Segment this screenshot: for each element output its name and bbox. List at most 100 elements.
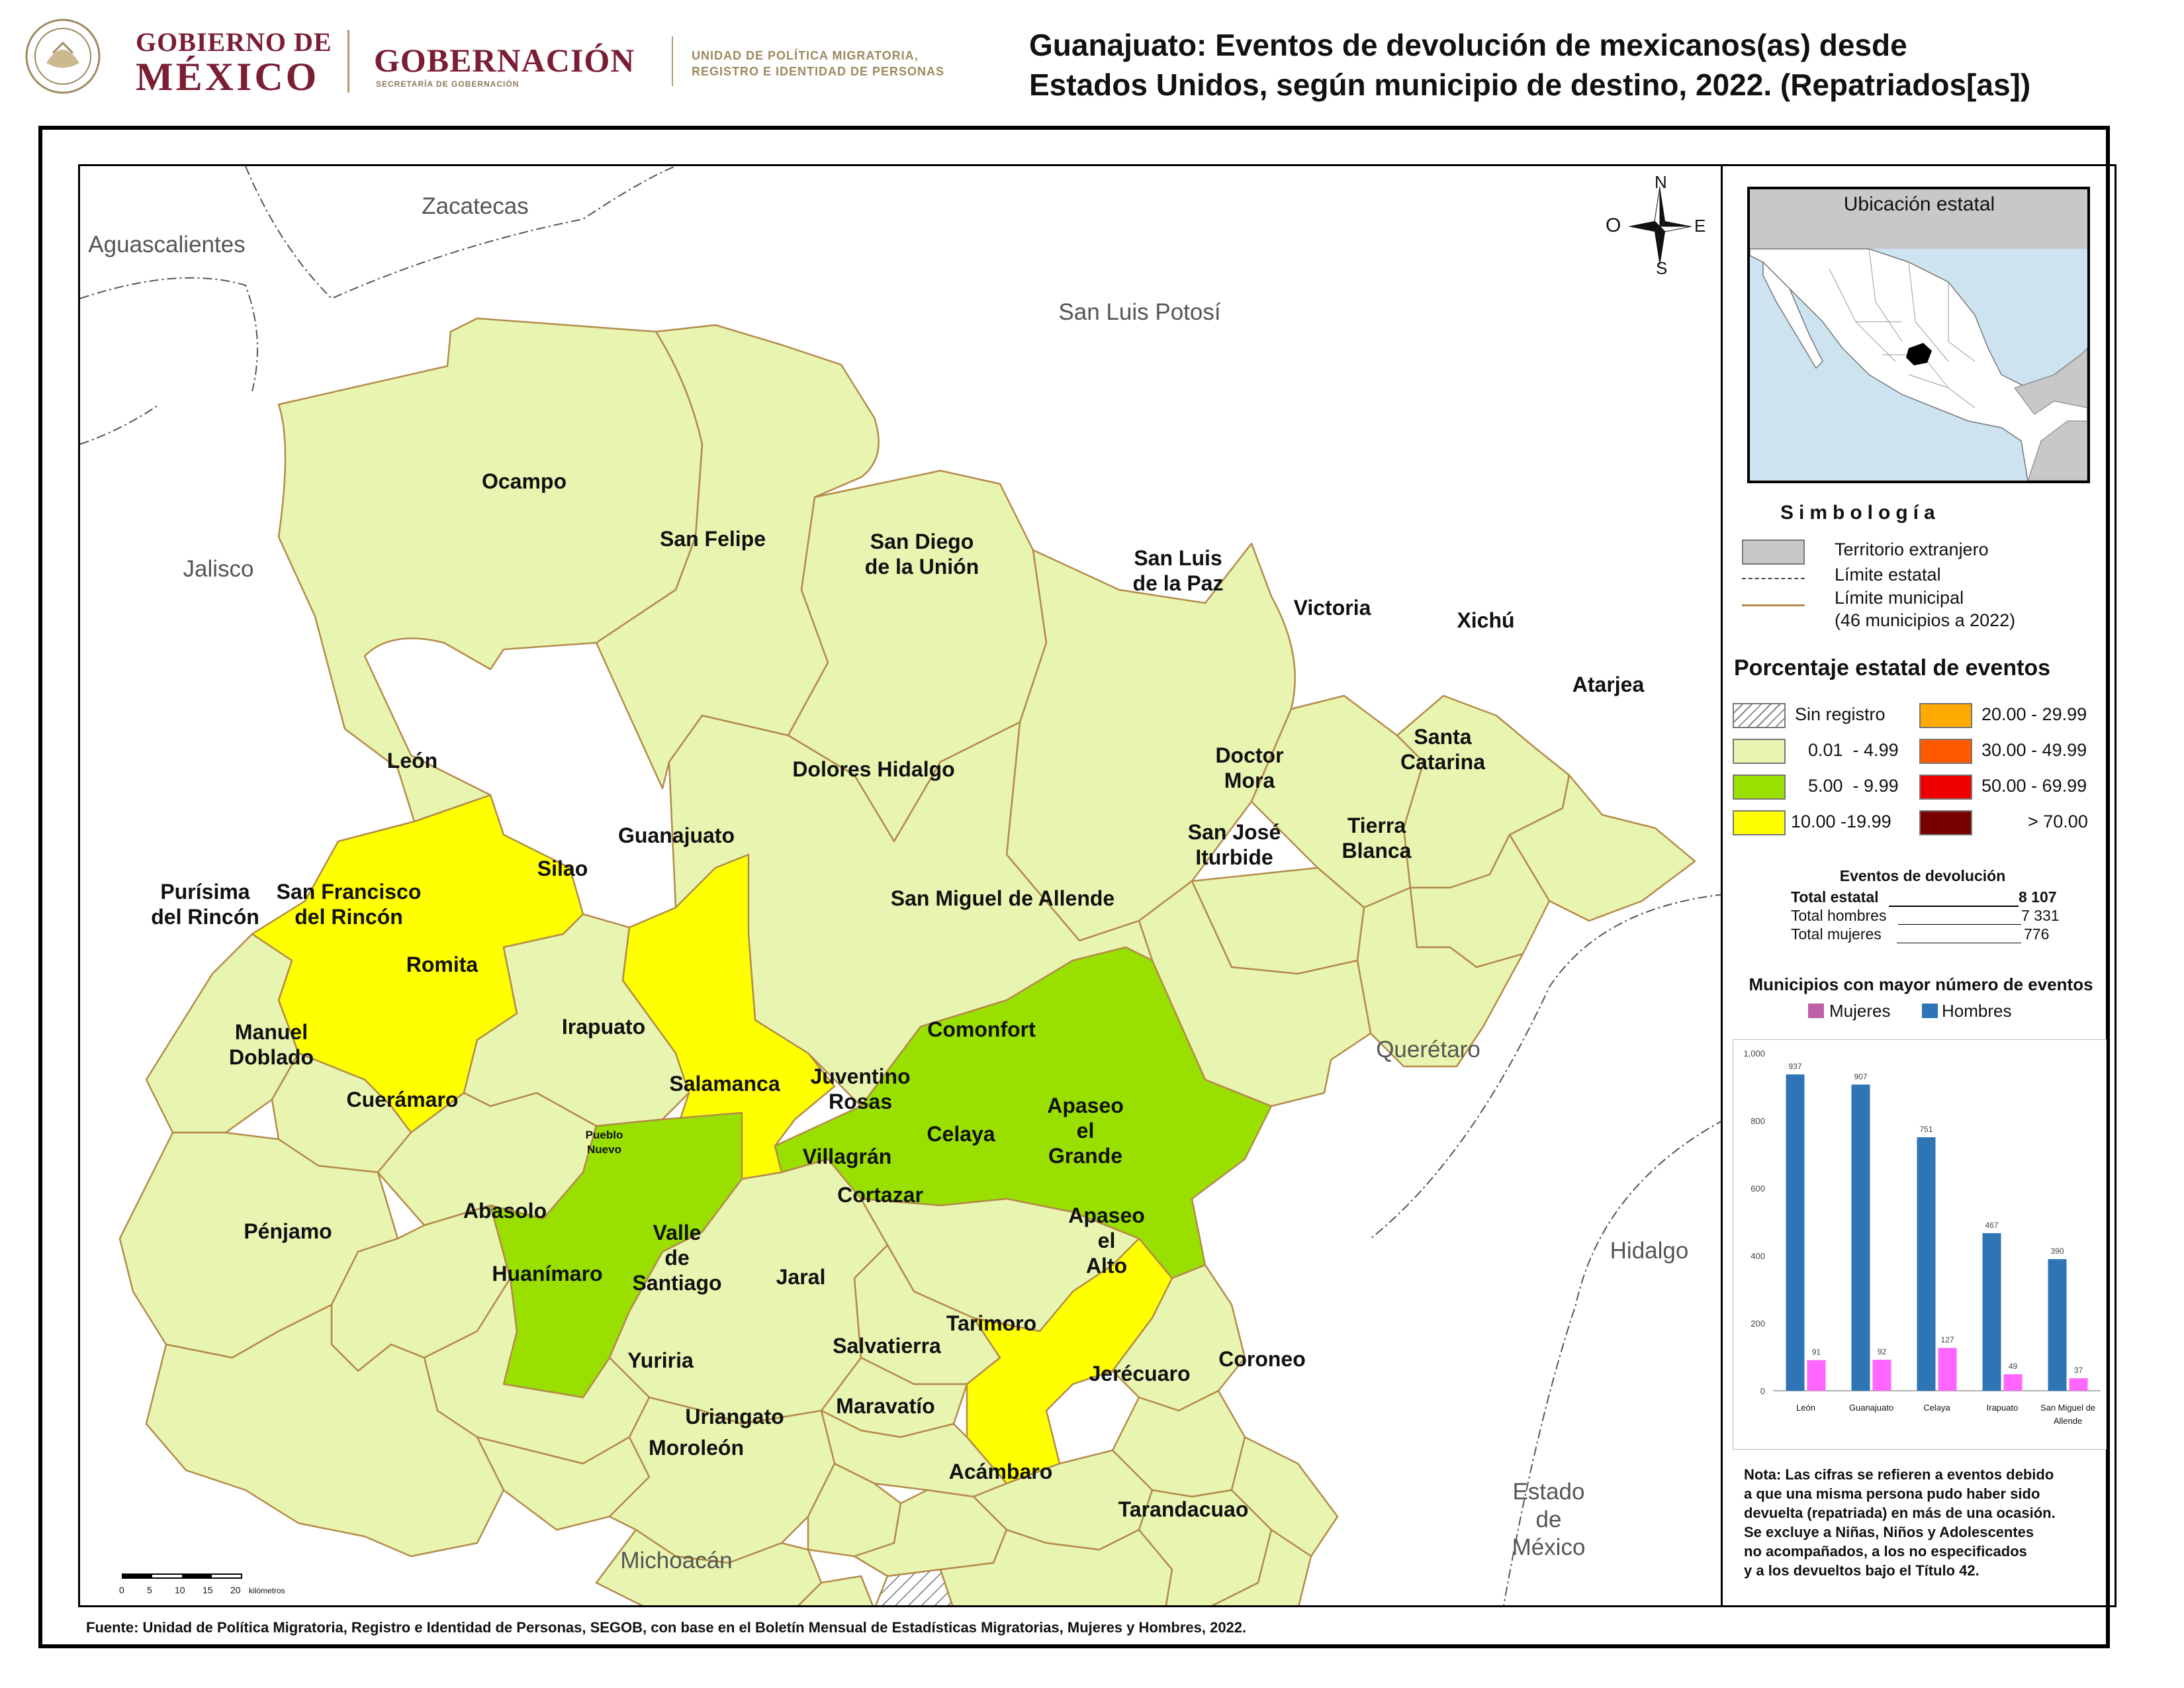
inset-title: Ubicación estatal (1843, 193, 1995, 215)
compass-icon (1628, 186, 1692, 266)
note-line-4: Se excluye a Niñas, Niños y Adolescentes (1744, 1524, 2034, 1540)
mun-atarjea[interactable] (1508, 774, 1696, 922)
eventos-total-value: 8 107 (2019, 888, 2057, 906)
chart-value-mujeres-1: 92 (1878, 1347, 1887, 1356)
state-boundary-zac-slp (245, 166, 676, 300)
mun-yuriria[interactable] (595, 1528, 823, 1607)
label-san-luis-paz: San Luis de la Paz (1132, 546, 1224, 595)
compass-n: N (1655, 172, 1667, 192)
chart-xtick-3: Irapuato (1987, 1403, 2019, 1413)
scale-tick-20: 20 (230, 1585, 241, 1595)
chart-xtick-2: Celaya (1923, 1403, 1950, 1413)
state-boundary-zac-jal (80, 277, 258, 392)
label-atarjea: Atarjea (1572, 673, 1645, 696)
legend-swatch-7 (1919, 810, 1972, 835)
label-penjamo: Pénjamo (244, 1219, 332, 1243)
chart-value-hombres-4: 390 (2050, 1246, 2064, 1256)
legend-label-1: 0.01 - 4.99 (1808, 740, 1899, 760)
label-tierra-blanca: Tierra Blanca (1342, 814, 1412, 863)
eventos-hombres-value: 7 331 (2021, 907, 2060, 924)
legend-swatch-5 (1919, 739, 1972, 764)
mun-tierra-blanca[interactable] (1356, 886, 1524, 1068)
chart-legend-hombres-swatch (1922, 1004, 1938, 1018)
mun-celaya[interactable] (966, 1237, 1173, 1485)
label-dolores-hidalgo: Dolores Hidalgo (792, 757, 955, 781)
legend-swatch-3 (1733, 810, 1786, 835)
mun-salvatierra[interactable] (853, 1489, 1008, 1577)
chart-legend-hombres: Hombres (1942, 1001, 2012, 1021)
map-svg (80, 166, 1721, 1605)
label-victoria: Victoria (1293, 596, 1371, 620)
label-cueramaro: Cuerámaro (346, 1088, 459, 1111)
label-santa-catarina: Santa Catarina (1400, 725, 1486, 774)
label-san-jose-iturbide: San José Iturbide (1187, 820, 1281, 869)
label-guanajuato: Guanajuato (617, 823, 735, 847)
eventos-title: Eventos de devolución (1839, 867, 2006, 884)
scale-bar: 0 5 10 15 20 kilómetros (119, 1570, 318, 1597)
simbologia-municipal-count: (46 municipios a 2022) (1835, 610, 2016, 630)
gobernacion-subtext: SECRETARÍA DE GOBERNACIÓN (376, 79, 520, 89)
mexico-text: MÉXICO (136, 55, 320, 99)
state-label-zacatecas: Zacatecas (422, 193, 529, 219)
state-label-hidalgo: Hidalgo (1610, 1238, 1689, 1264)
note-line-6: y a los devueltos bajo el Título 42. (1744, 1562, 1979, 1579)
chart-value-mujeres-2: 127 (1940, 1335, 1954, 1344)
chart-ytick-3: 600 (1751, 1184, 1765, 1194)
bar-chart-svg: 0 200 400 600 800 1,000 937 91 León 907 92 Guanajua… (1743, 1049, 2101, 1426)
label-san-diego: San Diego de la Unión (864, 530, 979, 579)
chart-value-mujeres-4: 37 (2074, 1366, 2083, 1375)
label-tarimoro: Tarimoro (946, 1311, 1037, 1335)
legend-title: Porcentaje estatal de eventos (1734, 655, 2051, 680)
mun-tarandacuao[interactable] (1205, 1528, 1312, 1607)
chart-frame: 0 200 400 600 800 1,000 937 91 León 907 92 Guanajua… (1733, 1039, 2107, 1450)
compass-s: S (1656, 258, 1668, 278)
unidad-text: UNIDAD DE POLÍTICA MIGRATORIA, REGISTRO … (692, 48, 944, 79)
state-boundary-qro-hgo (1503, 1121, 1721, 1605)
mun-uriangato[interactable] (795, 1575, 874, 1607)
chart-value-hombres-1: 907 (1854, 1072, 1867, 1081)
scale-tick-5: 5 (147, 1585, 152, 1595)
note-block: Nota: Las cifras se refieren a eventos d… (1744, 1465, 2056, 1580)
scale-unit: kilómetros (249, 1586, 285, 1595)
compass-o: O (1606, 214, 1621, 236)
label-salamanca: Salamanca (669, 1072, 780, 1096)
source-text: Fuente: Unidad de Política Migratoria, R… (86, 1619, 1247, 1636)
state-label-aguascalientes: Aguascalientes (88, 232, 246, 258)
state-label-san-luis-potosi: San Luis Potosí (1058, 299, 1221, 325)
label-pueblo-nuevo: Pueblo Nuevo (585, 1129, 623, 1156)
chart-bar-hombres-3 (1982, 1233, 2001, 1391)
chart-value-mujeres-3: 49 (2009, 1362, 2018, 1371)
label-coroneo: Coroneo (1218, 1347, 1306, 1371)
eventos-total-label: Total estatal (1791, 888, 1879, 906)
legend-swatch-4 (1919, 703, 1972, 728)
chart-legend-mujeres-swatch (1808, 1004, 1824, 1018)
simbologia-foreign: Territorio extranjero (1835, 539, 1989, 559)
label-san-felipe: San Felipe (659, 527, 766, 551)
chart-bar-mujeres-1 (1872, 1360, 1891, 1391)
chart-ytick-4: 800 (1751, 1116, 1765, 1126)
eventos-mujeres-label: Total mujeres (1791, 925, 1882, 943)
mun-guanajuato[interactable] (621, 853, 836, 1180)
scale-tick-0: 0 (119, 1585, 124, 1595)
label-comonfort: Comonfort (927, 1017, 1036, 1041)
label-yuriria: Yuriria (627, 1348, 694, 1372)
label-doctor-mora: Doctor Mora (1215, 743, 1284, 792)
eventos-hombres-line (1898, 924, 2021, 925)
chart-ytick-1: 200 (1751, 1319, 1765, 1329)
label-ocampo: Ocampo (481, 469, 567, 493)
state-limit-line (1742, 578, 1805, 579)
map-panel (78, 164, 1723, 1607)
inset-guanajuato (1906, 343, 1932, 365)
label-apaseo-grande: Apaseo el Grande (1047, 1094, 1124, 1168)
legend-label-6: 50.00 - 69.99 (1981, 776, 2087, 796)
chart-title: Municipios con mayor número de eventos (1749, 974, 2093, 994)
eventos-mujeres-value: 776 (2024, 925, 2050, 943)
chart-bar-hombres-4 (2048, 1259, 2067, 1391)
label-san-miguel-allende: San Miguel de Allende (890, 886, 1115, 910)
chart-bar-hombres-0 (1786, 1074, 1805, 1391)
chart-bar-mujeres-4 (2069, 1378, 2088, 1391)
chart-ytick-5: 1,000 (1743, 1049, 1765, 1058)
map-svg-south (595, 1436, 1339, 1607)
state-label-jalisco: Jalisco (183, 556, 254, 582)
label-romita: Romita (406, 953, 478, 976)
